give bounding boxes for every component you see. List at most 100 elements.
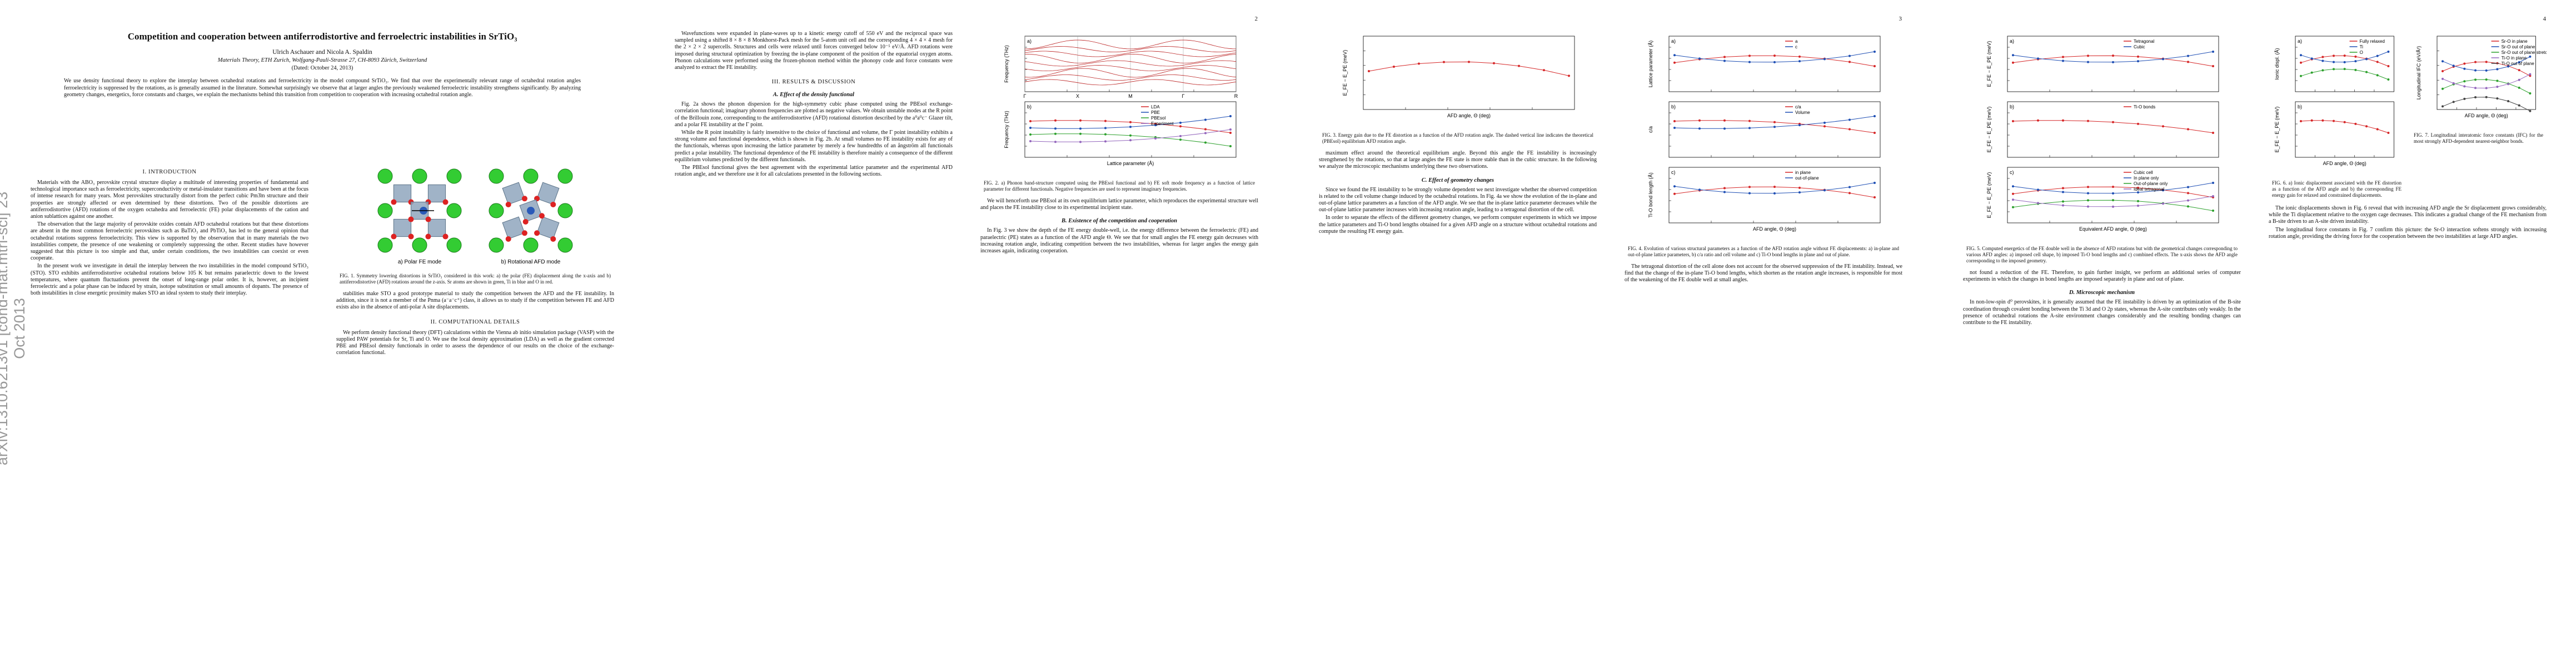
legend-label: Ti <box>2360 44 2364 49</box>
page: 2 Wavefunctions were expanded in plane-wa… <box>644 0 1288 667</box>
figure: a) Polar FE mode b) Rotational AFD mode FI… <box>336 163 614 285</box>
legend-label: Experiment <box>1151 121 1174 126</box>
y-axis-label: Frequency (THz) <box>1004 111 1009 148</box>
abstract: We use density functional theory to expl… <box>64 78 581 98</box>
oxygen-atom <box>522 218 529 225</box>
strontium-atom <box>557 168 573 184</box>
octahedron <box>536 216 560 240</box>
front-matter: Competition and cooperation between anti… <box>31 31 614 99</box>
oxygen-atom <box>442 199 449 205</box>
oxygen-atom <box>521 230 527 236</box>
marker <box>2529 55 2532 58</box>
octahedron <box>427 184 446 203</box>
oxygen-atom <box>550 201 556 207</box>
octahedron <box>393 184 412 203</box>
oxygen-atom <box>505 236 511 242</box>
legend-label: a <box>1795 39 1798 44</box>
paragraph: Wavefunctions were expanded in plane-wav… <box>675 31 953 71</box>
crystal-figure: a) Polar FE mode b) Rotational AFD mode <box>377 168 573 265</box>
curve <box>1674 51 1875 63</box>
paragraph: Materials with the ABO₃ perovskite cryst… <box>31 180 308 220</box>
y-axis-label: Ionic displ. (Å) <box>2274 48 2280 79</box>
curve <box>2300 68 2389 80</box>
oxygen-atom <box>391 199 397 205</box>
band <box>1024 68 1237 78</box>
marker <box>2442 87 2444 90</box>
oxygen-atom <box>521 196 527 202</box>
paragraph: We will henceforth use PBEsol at its own… <box>980 198 1258 211</box>
legend-label: O <box>2360 50 2363 55</box>
plot-frame <box>2007 167 2219 223</box>
panel-label: a) <box>1671 38 1676 44</box>
legend-label: Cubic cell <box>2134 170 2153 175</box>
x-axis-label: AFD angle, Θ (deg) <box>2323 161 2366 166</box>
y-axis-label: E_FE − E_PE (meV) <box>1986 107 1992 153</box>
figure-caption: FIG. 2. a) Phonon band-structure compute… <box>984 180 1255 192</box>
curve <box>2300 51 2389 63</box>
curve <box>1674 120 1875 133</box>
x-axis-label: Equivalent AFD angle, Θ (deg) <box>2079 226 2147 232</box>
plot-frame <box>1024 101 1237 158</box>
section-heading: III. RESULTS & DISCUSSION <box>771 79 856 86</box>
panel-label: b) Rotational AFD mode <box>501 259 561 265</box>
strontium-atom <box>377 203 393 218</box>
section-heading: II. COMPUTATIONAL DETAILS <box>430 318 520 325</box>
marker <box>2529 73 2532 76</box>
figure-caption: FIG. 6. a) Ionic displacement associated… <box>2272 180 2401 198</box>
octahedron <box>427 218 446 237</box>
legend-label: Ti-O out of plane <box>2502 61 2535 66</box>
curve <box>1030 116 1231 129</box>
octahedron <box>536 182 560 205</box>
legend-label: Tetragonal <box>2134 39 2155 44</box>
arxiv-stamp: arXiv:1310.6213v1 [cond-mat.mtrl-sci] 23… <box>0 191 28 466</box>
column: E_FE − E_PE (meV) a) Tetragonal Cubic E_FE −… <box>1963 31 2241 650</box>
legend-label: Fully relaxed <box>2360 39 2385 44</box>
plot-figure: Frequency (THz) a) Γ X M Γ R Frequency (THz) Lat… <box>1004 36 1238 166</box>
figure-caption: FIG. 4. Evolution of various structural … <box>1628 246 1899 257</box>
plot-frame <box>2295 101 2394 158</box>
page-number: 3 <box>1899 16 1902 22</box>
legend-label: Sr-O in plane <box>2502 39 2528 44</box>
figure: Longitudinal IFC (eV/Å²) AFD angle, Θ (de… <box>2410 33 2547 200</box>
panel-label: c) <box>1671 170 1676 175</box>
page: 3 E_FE − E_PE (meV) AFD angle, Θ (deg) FIG.… <box>1288 0 1932 667</box>
y-axis-label: E_FE − E_PE (meV) <box>1342 50 1348 96</box>
paragraph: In Fig. 3 we show the depth of the FE en… <box>980 227 1258 255</box>
curve <box>2300 120 2389 133</box>
page: Competition and cooperation between anti… <box>0 0 644 667</box>
marker <box>2442 70 2444 73</box>
band <box>1024 54 1237 63</box>
section-heading: I. INTRODUCTION <box>142 169 197 175</box>
legend-label: Ideal tetragonal <box>2134 187 2164 192</box>
subsection-heading: C. Effect of geometry changes <box>1421 177 1494 183</box>
curve <box>1030 120 1231 133</box>
marker <box>2442 77 2444 80</box>
curve <box>1674 186 1875 198</box>
curve <box>2442 56 2530 71</box>
paragraph: The observation that the large majority … <box>31 221 308 262</box>
band <box>1024 51 1237 57</box>
strontium-atom <box>557 203 573 218</box>
legend-label: LDA <box>1151 104 1160 109</box>
figure: E_FE − E_PE (meV) AFD angle, Θ (deg) FIG. … <box>1319 33 1597 145</box>
oxygen-atom <box>425 216 431 222</box>
curve <box>2300 55 2389 67</box>
paragraph: While the R point instability is fairly … <box>675 130 953 163</box>
strontium-atom <box>412 237 427 253</box>
curve <box>2442 61 2530 76</box>
panel-label: a) <box>1027 38 1032 44</box>
curve <box>2012 55 2214 67</box>
plot-figure: Longitudinal IFC (eV/Å²) AFD angle, Θ (de… <box>2416 36 2547 118</box>
date: (Dated: October 24, 2013) <box>291 65 353 71</box>
paragraph: In order to separate the effects of the … <box>1319 215 1597 235</box>
panel-label: b) <box>2298 104 2302 109</box>
plot-frame <box>1668 167 1881 223</box>
panel-label: a) <box>2298 38 2302 44</box>
legend-label: Cubic <box>2134 44 2145 49</box>
legend-label: in plane <box>1795 170 1811 175</box>
plot-frame <box>2007 36 2219 92</box>
panel-label: c) <box>2010 170 2014 175</box>
x-axis-label: AFD angle, Θ (deg) <box>1447 113 1491 118</box>
strontium-atom <box>446 203 462 218</box>
plot-frame <box>2437 36 2536 110</box>
